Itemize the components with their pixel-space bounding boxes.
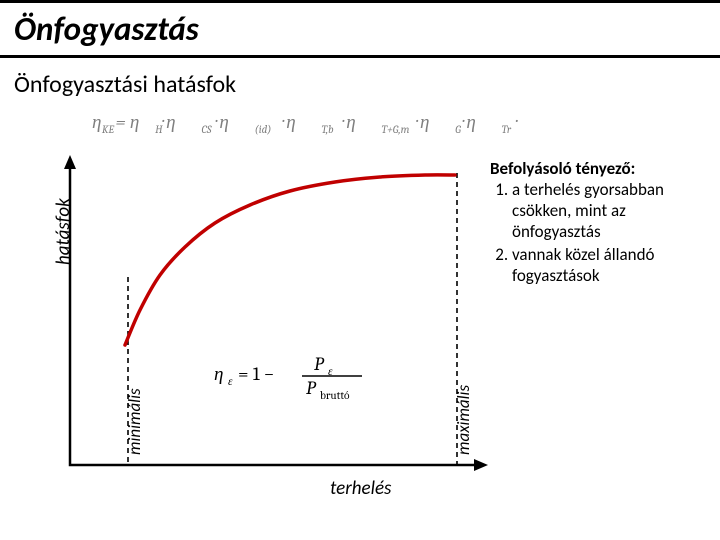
svg-text:· η: · η — [215, 111, 229, 133]
marker-label-min: minimális — [124, 388, 145, 455]
factor-item: a terhelés gyorsabban csökken, mint az ö… — [512, 179, 712, 242]
svg-text:= 1 −: = 1 − — [238, 363, 274, 385]
svg-text:Tr: Tr — [502, 123, 512, 136]
marker-label-max: maximális — [453, 385, 474, 455]
svg-text:P: P — [306, 377, 317, 399]
chart-svg — [40, 155, 490, 485]
svg-text:(id): (id) — [255, 123, 272, 136]
svg-text:ε: ε — [228, 375, 233, 388]
svg-text:G: G — [455, 123, 461, 136]
main-formula: ηKE = ηH · ηCS · η(id) · ηT,b · ηT+G,m ·… — [90, 110, 520, 138]
svg-text:T+G,m: T+G,m — [382, 123, 410, 136]
svg-text:· η: · η — [462, 111, 476, 133]
center-formula: ηε = 1 − PεPbruttó — [210, 350, 370, 400]
heading-band: Önfogyasztás — [0, 0, 720, 58]
svg-text:· η: · η — [342, 111, 356, 133]
y-axis-label: hatásfok — [52, 198, 75, 265]
svg-text:· η: · η — [282, 111, 296, 133]
slide: Önfogyasztás Önfogyasztási hatásfok ηKE … — [0, 0, 720, 540]
svg-text:P: P — [314, 353, 325, 375]
svg-text:η: η — [214, 363, 223, 385]
svg-text:KE: KE — [102, 123, 114, 136]
svg-text:CS: CS — [201, 123, 211, 136]
svg-text:· η: · η — [162, 111, 176, 133]
svg-text:·: · — [515, 111, 518, 133]
svg-text:η: η — [92, 111, 101, 133]
x-axis-label: terhelés — [330, 477, 391, 500]
svg-text:· η: · η — [416, 111, 430, 133]
svg-text:bruttó: bruttó — [320, 389, 350, 400]
factors-title: Befolyásoló tényező: — [490, 158, 712, 179]
influencing-factors: Befolyásoló tényező: a terhelés gyorsabb… — [490, 158, 712, 288]
svg-text:T,b: T,b — [322, 123, 335, 136]
slide-title: Önfogyasztás — [14, 9, 199, 49]
efficiency-chart: hatásfok terhelés minimális maximális — [40, 155, 490, 485]
slide-subtitle: Önfogyasztási hatásfok — [14, 70, 236, 99]
factor-item: vannak közel állandó fogyasztások — [512, 244, 712, 286]
svg-text:= η: = η — [116, 111, 140, 133]
factors-list: a terhelés gyorsabban csökken, mint az ö… — [490, 179, 712, 286]
